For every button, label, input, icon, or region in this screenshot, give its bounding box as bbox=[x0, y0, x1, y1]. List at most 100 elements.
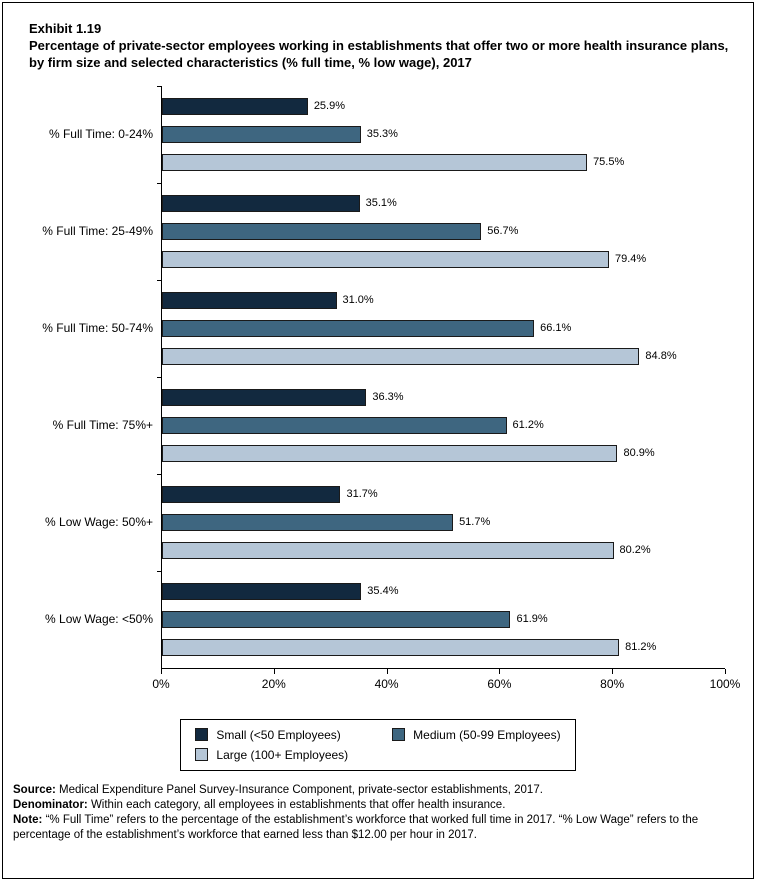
title-block: Exhibit 1.19 Percentage of private-secto… bbox=[29, 21, 745, 72]
value-label: 61.9% bbox=[516, 613, 548, 626]
bar-row: 51.7% bbox=[162, 513, 725, 531]
bar-row: 66.1% bbox=[162, 319, 725, 337]
bar bbox=[162, 541, 614, 559]
bar-row: 81.2% bbox=[162, 638, 725, 656]
value-label: 81.2% bbox=[625, 641, 657, 654]
bar-row: 61.9% bbox=[162, 610, 725, 628]
bar bbox=[162, 291, 337, 309]
x-tick-label: 80% bbox=[600, 676, 625, 691]
bar-group: % Low Wage: 50%+ 31.7% 51.7% 80.2% bbox=[11, 473, 745, 571]
bar bbox=[162, 416, 507, 434]
legend-item: Small (<50 Employees) bbox=[195, 728, 348, 742]
bar-chart: % Full Time: 0-24% 25.9% 35.3% 75.5%% Full … bbox=[11, 85, 745, 697]
bar-row: 35.3% bbox=[162, 125, 725, 143]
legend-item: Medium (50-99 Employees) bbox=[392, 727, 561, 742]
exhibit-number: Exhibit 1.19 bbox=[29, 21, 102, 36]
bar-row: 36.3% bbox=[162, 388, 725, 406]
legend-wrap: Small (<50 Employees) Medium (50-99 Emplo… bbox=[11, 718, 745, 771]
bar-group: % Full Time: 25-49% 35.1% 56.7% 79.4% bbox=[11, 182, 745, 280]
bar bbox=[162, 610, 511, 628]
bar-groups: % Full Time: 0-24% 25.9% 35.3% 75.5%% Full … bbox=[11, 85, 745, 668]
bar-row: 56.7% bbox=[162, 222, 725, 240]
bar-row: 75.5% bbox=[162, 153, 725, 171]
bar bbox=[162, 513, 454, 531]
bar-row: 31.0% bbox=[162, 291, 725, 309]
bar-group: % Full Time: 75%+ 36.3% 61.2% 80.9% bbox=[11, 376, 745, 474]
bar bbox=[162, 347, 640, 365]
bar-group-bars: 31.0% 66.1% 84.8% bbox=[157, 279, 725, 377]
legend: Small (<50 Employees) Medium (50-99 Emplo… bbox=[180, 718, 576, 771]
bar-row: 79.4% bbox=[162, 250, 725, 268]
bar-group-bars: 35.1% 56.7% 79.4% bbox=[157, 182, 725, 280]
bar-group-bars: 25.9% 35.3% 75.5% bbox=[157, 85, 725, 183]
bar bbox=[162, 388, 367, 406]
category-label: % Full Time: 25-49% bbox=[42, 224, 153, 239]
bar-group: % Low Wage: <50% 35.4% 61.9% 81.2% bbox=[11, 570, 745, 668]
bar bbox=[162, 222, 482, 240]
bar-row: 84.8% bbox=[162, 347, 725, 365]
legend-item: Large (100+ Employees) bbox=[195, 748, 348, 762]
value-label: 56.7% bbox=[487, 225, 519, 238]
category-label: % Low Wage: 50%+ bbox=[45, 515, 153, 530]
x-tick-label: 40% bbox=[374, 676, 399, 691]
value-label: 25.9% bbox=[313, 100, 346, 113]
x-tick-label: 20% bbox=[261, 676, 286, 691]
bar-row: 80.9% bbox=[162, 444, 725, 462]
bar bbox=[162, 485, 341, 503]
bar-row: 80.2% bbox=[162, 541, 725, 559]
source-note: Source: Medical Expenditure Panel Survey… bbox=[13, 783, 743, 798]
bar bbox=[162, 582, 362, 600]
value-label: 66.1% bbox=[540, 322, 572, 335]
bar bbox=[162, 125, 361, 143]
bar bbox=[162, 319, 535, 337]
value-label: 31.0% bbox=[342, 294, 374, 307]
x-tick bbox=[499, 668, 501, 674]
x-tick bbox=[386, 668, 388, 674]
note: Note: “% Full Time” refers to the percen… bbox=[13, 813, 743, 843]
source-label: Source: bbox=[13, 783, 56, 796]
bar bbox=[162, 250, 610, 268]
x-tick bbox=[612, 668, 614, 674]
legend-swatch bbox=[195, 728, 209, 742]
value-label: 79.4% bbox=[615, 253, 647, 266]
chart-title: Percentage of private-sector employees w… bbox=[29, 38, 729, 70]
value-label: 35.1% bbox=[365, 197, 397, 210]
bar-group: % Full Time: 50-74% 31.0% 66.1% 84.8% bbox=[11, 279, 745, 377]
value-label: 80.2% bbox=[619, 544, 651, 557]
footnotes: Source: Medical Expenditure Panel Survey… bbox=[13, 783, 743, 844]
value-label: 75.5% bbox=[593, 156, 625, 169]
x-tick-label: 100% bbox=[709, 676, 741, 691]
bar bbox=[162, 97, 308, 115]
category-label: % Full Time: 50-74% bbox=[42, 321, 153, 336]
x-axis: 0% 20% 40% 60% 80% 100% bbox=[152, 667, 740, 697]
note-label: Note: bbox=[13, 814, 43, 827]
bar-row: 31.7% bbox=[162, 485, 725, 503]
source-text: Medical Expenditure Panel Survey-Insuran… bbox=[55, 783, 543, 796]
denominator-label: Denominator: bbox=[13, 798, 88, 811]
bar-row: 35.4% bbox=[162, 582, 725, 600]
value-label: 36.3% bbox=[372, 391, 404, 404]
legend-swatch bbox=[392, 728, 406, 742]
bar bbox=[162, 444, 618, 462]
value-label: 61.2% bbox=[512, 419, 544, 432]
legend-label: Small (<50 Employees) bbox=[216, 727, 341, 742]
bar bbox=[162, 194, 360, 212]
bar-group-bars: 36.3% 61.2% 80.9% bbox=[157, 376, 725, 474]
note-text: “% Full Time” refers to the percentage o… bbox=[13, 814, 699, 842]
category-label: % Full Time: 75%+ bbox=[52, 418, 153, 433]
denominator-note: Denominator: Within each category, all e… bbox=[13, 798, 743, 813]
x-tick bbox=[273, 668, 275, 674]
x-tick-label: 0% bbox=[152, 676, 170, 691]
bar bbox=[162, 153, 588, 171]
bar-row: 61.2% bbox=[162, 416, 725, 434]
legend-label: Medium (50-99 Employees) bbox=[413, 727, 561, 742]
category-label: % Low Wage: <50% bbox=[45, 612, 153, 627]
value-label: 84.8% bbox=[645, 350, 677, 363]
category-label: % Full Time: 0-24% bbox=[48, 127, 153, 142]
x-tick bbox=[725, 668, 726, 674]
legend-label: Large (100+ Employees) bbox=[216, 747, 349, 762]
bar-row: 35.1% bbox=[162, 194, 725, 212]
bar-group: % Full Time: 0-24% 25.9% 35.3% 75.5% bbox=[11, 85, 745, 183]
value-label: 35.4% bbox=[367, 585, 399, 598]
